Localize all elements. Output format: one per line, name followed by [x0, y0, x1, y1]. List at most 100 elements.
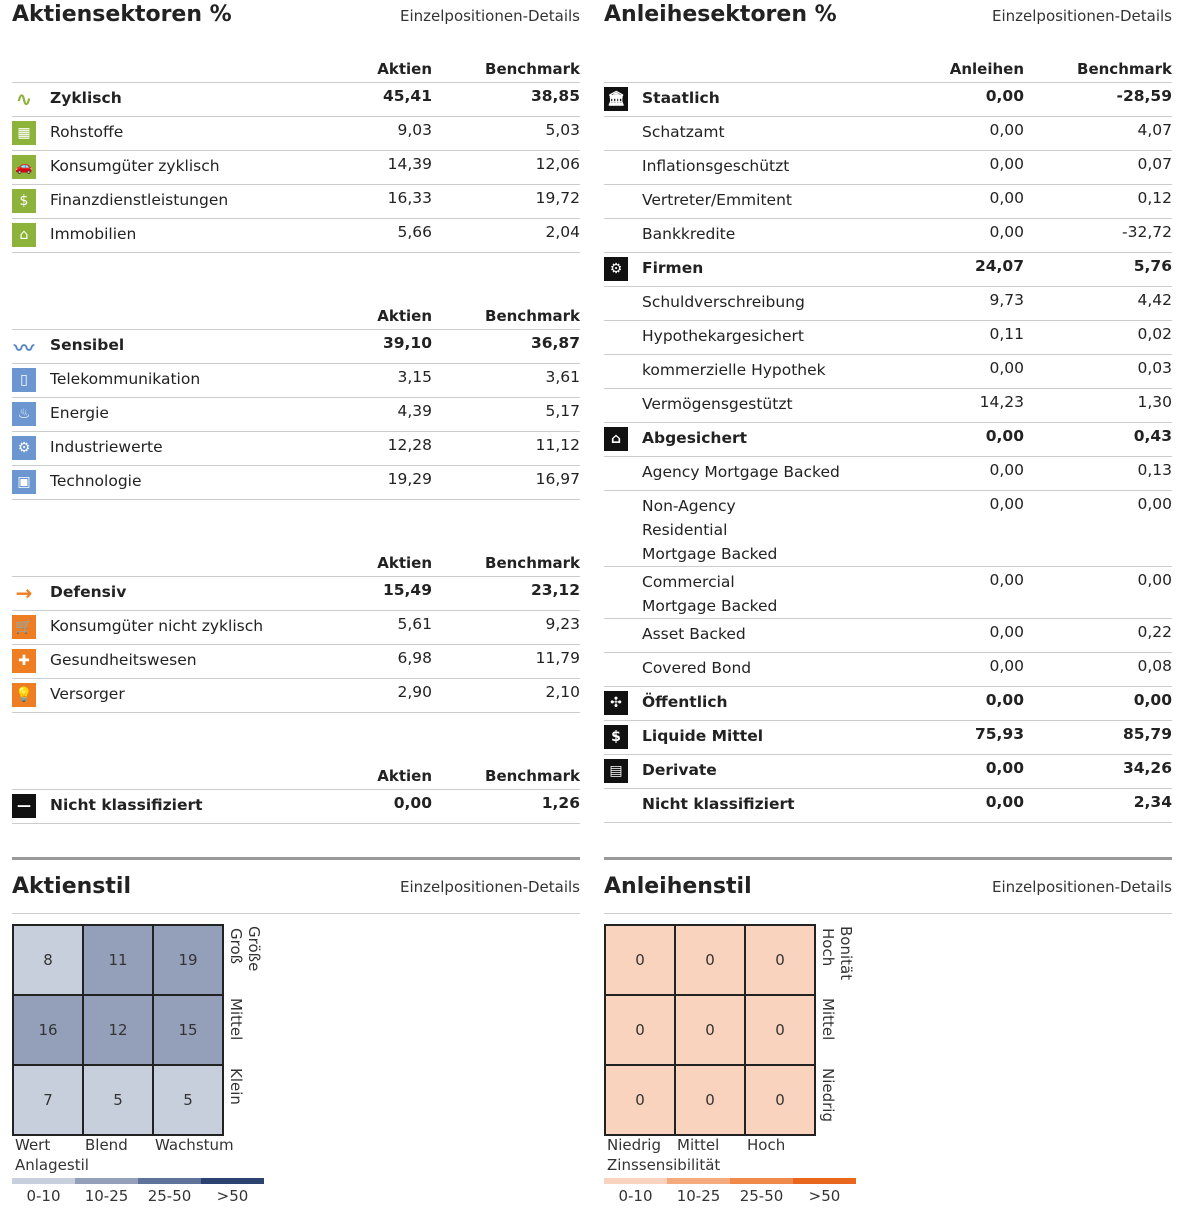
- flame-icon: ♨: [12, 402, 36, 426]
- equity-style-panel: Aktienstil Einzelpositionen-Details: [12, 857, 580, 914]
- cart-icon: 🛒: [12, 615, 36, 639]
- row-value: 0,00: [393, 794, 432, 812]
- row-benchmark: 0,12: [1137, 189, 1172, 207]
- table-header: Aktien Benchmark: [12, 297, 580, 330]
- row-benchmark: 16,97: [535, 470, 580, 488]
- row-value: 16,33: [387, 189, 432, 207]
- row-benchmark: -28,59: [1116, 87, 1172, 105]
- bond-details-link[interactable]: Einzelpositionen-Details: [992, 7, 1172, 25]
- style-cell: 16: [13, 995, 83, 1065]
- phone-icon: ▯: [12, 368, 36, 392]
- col-header-benchmark: Benchmark: [485, 60, 580, 78]
- style-cell: 5: [153, 1065, 223, 1135]
- securitized-house-icon: ⌂: [604, 427, 628, 451]
- row-label: Mittel: [227, 998, 245, 1041]
- legend-item: >50: [793, 1178, 856, 1205]
- row-label: Immobilien: [50, 225, 137, 243]
- style-cell: 0: [605, 1065, 675, 1135]
- table-row: → Defensiv 15,49 23,12: [12, 577, 580, 611]
- row-benchmark: 2,34: [1133, 793, 1172, 811]
- equity-details-link[interactable]: Einzelpositionen-Details: [400, 7, 580, 25]
- bond-style-details-link[interactable]: Einzelpositionen-Details: [992, 877, 1172, 896]
- style-cell: 8: [13, 925, 83, 995]
- row-label: Bankkredite: [642, 225, 736, 243]
- row-label: Staatlich: [642, 89, 720, 107]
- table-row: $ Liquide Mittel 75,93 85,79: [604, 721, 1172, 755]
- row-value: 14,39: [387, 155, 432, 173]
- row-value: 24,07: [974, 257, 1024, 275]
- col-header-stocks: Aktien: [377, 60, 432, 78]
- table-row: 〰 Sensibel 39,10 36,87: [12, 330, 580, 364]
- row-label: Non-Agency Residential Mortgage Backed: [642, 497, 778, 563]
- table-row: ▦ Rohstoffe 9,03 5,03: [12, 117, 580, 151]
- row-benchmark: 0,03: [1137, 359, 1172, 377]
- row-benchmark: 0,22: [1137, 623, 1172, 641]
- table-header: Aktien Benchmark: [12, 757, 580, 790]
- computer-icon: ▣: [12, 470, 36, 494]
- col-header-benchmark: Benchmark: [485, 307, 580, 325]
- style-cell: 12: [83, 995, 153, 1065]
- row-label: Defensiv: [50, 583, 127, 601]
- row-benchmark: 0,13: [1137, 461, 1172, 479]
- minus-icon: —: [12, 794, 36, 818]
- row-value: 0,00: [989, 189, 1024, 207]
- table-row: Commercial Mortgage Backed 0,00 0,00: [604, 567, 1172, 619]
- style-cell: 0: [745, 995, 815, 1065]
- row-label: Abgesichert: [642, 429, 748, 447]
- row-benchmark: 5,76: [1133, 257, 1172, 275]
- bulb-icon: 💡: [12, 683, 36, 707]
- row-value: 45,41: [382, 87, 432, 105]
- blank-icon: [604, 223, 628, 247]
- row-benchmark: 38,85: [530, 87, 580, 105]
- style-cell: 0: [675, 925, 745, 995]
- blank-icon: [604, 623, 628, 647]
- equity-style-details-link[interactable]: Einzelpositionen-Details: [400, 877, 580, 896]
- table-row: ▣ Technologie 19,29 16,97: [12, 466, 580, 500]
- row-label: Versorger: [50, 685, 125, 703]
- row-label: Finanzdienstleistungen: [50, 191, 229, 209]
- bond-sectors-title: Anleihesektoren %: [604, 2, 837, 27]
- row-value: 4,39: [397, 402, 432, 420]
- row-label: kommerzielle Hypothek: [642, 361, 826, 379]
- table-row: ⚙ Firmen 24,07 5,76: [604, 253, 1172, 287]
- row-benchmark: 0,00: [1133, 691, 1172, 709]
- row-benchmark: 0,00: [1137, 495, 1172, 513]
- row-value: 0,00: [989, 623, 1024, 641]
- row-benchmark: 0,08: [1137, 657, 1172, 675]
- house-icon: ⌂: [12, 223, 36, 247]
- row-value: 9,03: [397, 121, 432, 139]
- row-label: Klein: [227, 1068, 245, 1105]
- row-axis-title: Bonität: [837, 926, 855, 981]
- table-header: Aktien Benchmark: [12, 544, 580, 577]
- legend-item: 0-10: [12, 1178, 75, 1205]
- row-benchmark: 4,42: [1137, 291, 1172, 309]
- style-cell: 11: [83, 925, 153, 995]
- row-value: 0,00: [985, 793, 1024, 811]
- col-header-stocks: Aktien: [377, 767, 432, 785]
- table-row: ⚙ Industriewerte 12,28 11,12: [12, 432, 580, 466]
- row-benchmark: 2,10: [545, 683, 580, 701]
- legend-item: 0-10: [604, 1178, 667, 1205]
- row-value: 2,90: [397, 683, 432, 701]
- arrow-right-icon: →: [15, 581, 33, 605]
- row-value: 0,00: [989, 461, 1024, 479]
- bond-sectors-panel: Anleihesektoren % Einzelpositionen-Detail…: [604, 0, 1172, 823]
- col-label: Mittel: [677, 1136, 720, 1154]
- row-benchmark: 4,07: [1137, 121, 1172, 139]
- row-value: 12,28: [387, 436, 432, 454]
- blank-icon: [604, 359, 628, 383]
- blank-icon: [604, 393, 628, 417]
- blank-icon: [604, 189, 628, 213]
- row-benchmark: -32,72: [1122, 223, 1172, 241]
- row-benchmark: 36,87: [530, 334, 580, 352]
- col-label: Hoch: [747, 1136, 786, 1154]
- gear-icon: ⚙: [12, 436, 36, 460]
- blank-icon: [604, 155, 628, 179]
- row-label: Inflationsgeschützt: [642, 157, 790, 175]
- row-label: Asset Backed: [642, 625, 746, 643]
- table-row: ♨ Energie 4,39 5,17: [12, 398, 580, 432]
- row-label: Nicht klassifiziert: [642, 795, 795, 813]
- financial-icon: $: [12, 189, 36, 213]
- legend: 0-10 10-25 25-50 >50: [12, 1178, 264, 1205]
